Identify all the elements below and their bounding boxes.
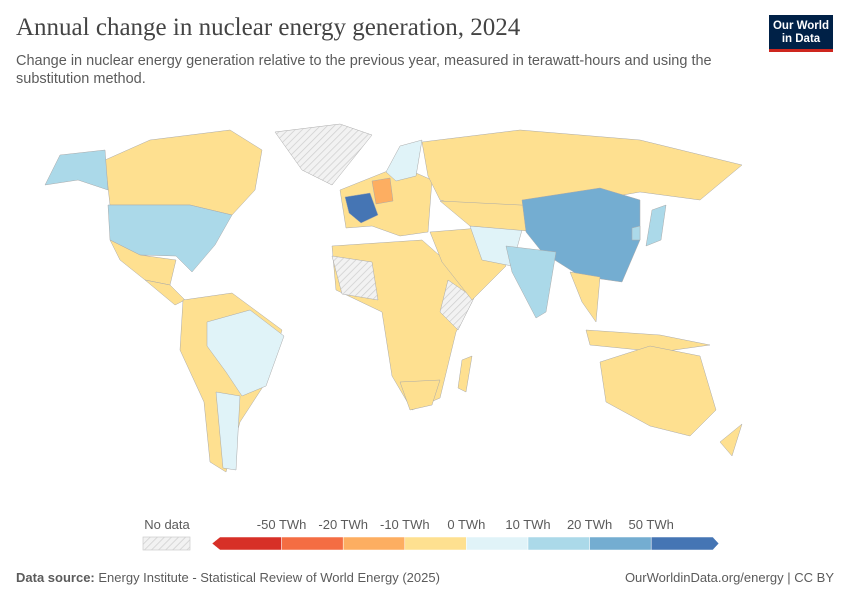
footer-link[interactable]: OurWorldinData.org/energy | CC BY [624, 570, 834, 585]
region-madagascar[interactable] [457, 355, 473, 393]
region-australia[interactable] [599, 345, 717, 437]
source-label: Data source: [16, 570, 95, 585]
region-indonesia[interactable] [585, 329, 711, 353]
owid-logo[interactable]: Our World in Data [769, 15, 833, 52]
region-india[interactable] [505, 245, 557, 319]
legend: No data -50 TWh -20 TWh -10 TWh 0 TWh 10 TWh… [142, 517, 720, 551]
legend-bin [650, 536, 720, 551]
region-france[interactable] [344, 192, 379, 224]
legend-tick-label: 10 TWh [505, 517, 550, 532]
legend-no-data-label: No data [144, 517, 190, 532]
region-new-zealand[interactable] [719, 423, 743, 457]
logo-text: Our World in Data [772, 20, 829, 45]
legend-bin [466, 536, 529, 551]
legend-no-data-swatch [142, 536, 191, 551]
region-south-korea[interactable] [631, 225, 641, 241]
legend-bin [281, 536, 344, 551]
region-canada[interactable] [104, 129, 263, 216]
legend-tick-label: 20 TWh [567, 517, 612, 532]
region-alaska-us[interactable] [44, 149, 109, 191]
legend-tick-label: 50 TWh [629, 517, 674, 532]
legend-tick-label: -20 TWh [318, 517, 368, 532]
chart-title: Annual change in nuclear energy generati… [16, 14, 521, 41]
region-sahara-no-data[interactable] [331, 255, 379, 301]
region-sweden[interactable] [385, 139, 423, 182]
region-china[interactable] [521, 187, 641, 283]
legend-bin [211, 536, 282, 551]
region-central-america[interactable] [144, 279, 186, 306]
region-argentina[interactable] [215, 391, 241, 471]
legend-tick-label: 0 TWh [447, 517, 485, 532]
legend-tick-label: -50 TWh [257, 517, 307, 532]
region-greenland[interactable] [274, 123, 373, 186]
region-japan[interactable] [645, 204, 667, 247]
region-horn-of-africa-no-data[interactable] [439, 279, 475, 331]
region-south-africa[interactable] [399, 379, 441, 411]
legend-bin [404, 536, 467, 551]
region-brazil[interactable] [206, 309, 285, 397]
region-russia[interactable] [421, 129, 743, 215]
data-source: Data source: Energy Institute - Statisti… [16, 570, 440, 585]
source-text[interactable]: Energy Institute - Statistical Review of… [98, 570, 440, 585]
legend-tick-label: -10 TWh [380, 517, 430, 532]
legend-bin [527, 536, 590, 551]
world-map [44, 123, 743, 473]
chart-subtitle: Change in nuclear energy generation rela… [16, 53, 712, 87]
region-southeast-asia[interactable] [569, 271, 601, 323]
region-germany[interactable] [371, 177, 394, 205]
legend-bin [589, 536, 652, 551]
legend-bin [342, 536, 406, 551]
